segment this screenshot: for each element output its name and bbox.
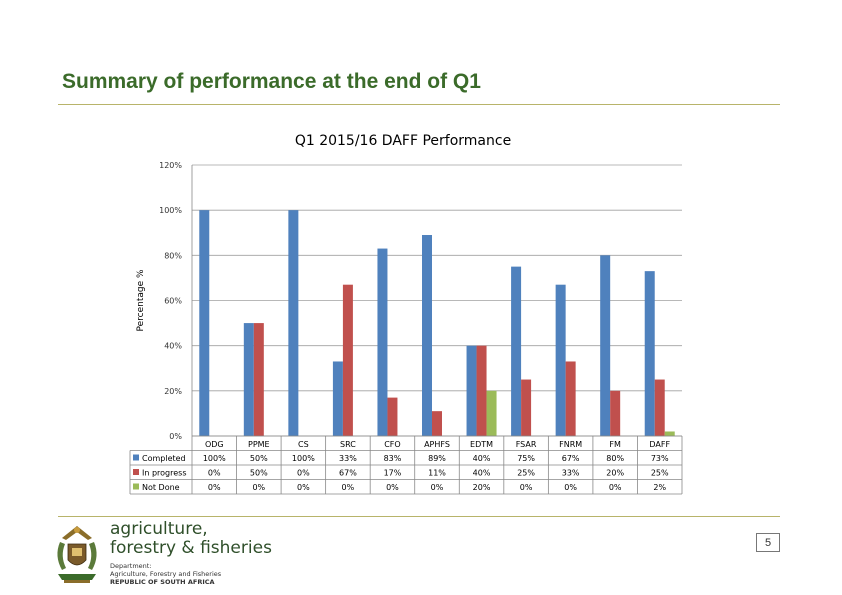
data-value-label: 89% bbox=[428, 454, 446, 463]
bar-completed bbox=[422, 235, 432, 436]
category-label: DAFF bbox=[649, 440, 670, 449]
category-label: ODG bbox=[205, 440, 224, 449]
data-value-label: 0% bbox=[520, 483, 533, 492]
data-value-label: 33% bbox=[339, 454, 357, 463]
data-value-label: 100% bbox=[203, 454, 226, 463]
category-label: FM bbox=[609, 440, 621, 449]
bar-in-progress bbox=[387, 397, 398, 436]
logo-department-label: Department: bbox=[110, 562, 152, 570]
legend-label: In progress bbox=[142, 469, 187, 478]
data-value-label: 25% bbox=[517, 469, 535, 478]
y-tick-label: 80% bbox=[164, 251, 182, 260]
data-value-label: 67% bbox=[562, 454, 580, 463]
category-label: FNRM bbox=[559, 440, 582, 449]
legend-swatch bbox=[133, 454, 139, 461]
legend-label: Not Done bbox=[142, 483, 180, 492]
bar-in-progress bbox=[432, 411, 442, 436]
bar-completed bbox=[511, 266, 522, 436]
category-label: PPME bbox=[248, 440, 270, 449]
y-axis-label: Percentage % bbox=[136, 269, 146, 331]
category-label: CFO bbox=[384, 440, 400, 449]
page-number: 5 bbox=[756, 533, 780, 552]
data-value-label: 40% bbox=[473, 454, 491, 463]
y-tick-label: 60% bbox=[164, 297, 182, 306]
data-value-label: 75% bbox=[517, 454, 535, 463]
y-tick-label: 120% bbox=[159, 161, 182, 170]
logo-department-name: Agriculture, Forestry and Fisheries bbox=[110, 570, 222, 578]
legend-label: Completed bbox=[142, 454, 186, 463]
bar-completed bbox=[243, 323, 254, 436]
coat-of-arms-logo bbox=[57, 526, 97, 583]
bar-in-progress bbox=[342, 284, 353, 436]
logo-line-agriculture: agriculture, bbox=[110, 519, 208, 539]
y-tick-label: 100% bbox=[159, 206, 182, 215]
data-value-label: 25% bbox=[651, 469, 669, 478]
bar-in-progress bbox=[610, 390, 621, 436]
data-value-label: 50% bbox=[250, 454, 268, 463]
data-value-label: 73% bbox=[651, 454, 669, 463]
bar-in-progress bbox=[565, 361, 576, 436]
data-value-label: 100% bbox=[292, 454, 315, 463]
data-value-label: 0% bbox=[297, 483, 310, 492]
chart-title: Q1 2015/16 DAFF Performance bbox=[295, 133, 511, 149]
category-label: CS bbox=[298, 440, 309, 449]
data-value-label: 33% bbox=[562, 469, 580, 478]
bar-completed bbox=[288, 210, 299, 436]
logo-country: REPUBLIC OF SOUTH AFRICA bbox=[110, 578, 215, 586]
bar-in-progress bbox=[654, 379, 665, 436]
title-divider bbox=[58, 104, 780, 105]
data-value-label: 0% bbox=[208, 483, 221, 492]
data-value-label: 0% bbox=[431, 483, 444, 492]
bar-completed bbox=[377, 248, 388, 436]
bar-in-progress bbox=[521, 379, 532, 436]
data-value-label: 0% bbox=[208, 469, 221, 478]
data-value-label: 67% bbox=[339, 469, 357, 478]
category-label: EDTM bbox=[470, 440, 493, 449]
bar-completed bbox=[644, 271, 655, 436]
data-value-label: 40% bbox=[473, 469, 491, 478]
footer-divider bbox=[58, 516, 780, 517]
data-value-label: 11% bbox=[428, 469, 446, 478]
category-label: FSAR bbox=[516, 440, 537, 449]
data-value-label: 0% bbox=[609, 483, 622, 492]
bar-in-progress bbox=[476, 345, 487, 436]
logo-line-forestry: forestry & fisheries bbox=[110, 538, 272, 558]
legend-swatch bbox=[133, 483, 139, 490]
bar-completed bbox=[600, 255, 611, 436]
department-logo-text: agriculture, forestry & fisheries Depart… bbox=[110, 519, 272, 587]
category-label: APHFS bbox=[424, 440, 450, 449]
bar-completed bbox=[555, 284, 566, 436]
data-value-label: 83% bbox=[384, 454, 402, 463]
data-value-label: 2% bbox=[653, 483, 666, 492]
bar-completed bbox=[466, 345, 477, 436]
bar-not-done bbox=[486, 390, 497, 436]
data-value-label: 0% bbox=[386, 483, 399, 492]
performance-chart: Q1 2015/16 DAFF Performance 0% 20% 40% 60% 80… bbox=[129, 133, 683, 495]
data-value-label: 80% bbox=[606, 454, 624, 463]
data-value-label: 0% bbox=[297, 469, 310, 478]
bar-in-progress bbox=[253, 323, 264, 436]
data-value-label: 0% bbox=[252, 483, 265, 492]
data-value-label: 0% bbox=[342, 483, 355, 492]
data-value-label: 20% bbox=[473, 483, 491, 492]
bar-not-done bbox=[664, 431, 675, 436]
y-tick-label: 40% bbox=[164, 342, 182, 351]
bar-completed bbox=[332, 361, 343, 436]
category-label: SRC bbox=[340, 440, 356, 449]
slide-title: Summary of performance at the end of Q1 bbox=[62, 70, 481, 93]
data-value-label: 0% bbox=[564, 483, 577, 492]
y-tick-label: 20% bbox=[164, 387, 182, 396]
data-value-label: 20% bbox=[606, 469, 624, 478]
bar-completed bbox=[199, 210, 210, 436]
data-value-label: 50% bbox=[250, 469, 268, 478]
legend-swatch bbox=[133, 469, 139, 475]
data-value-label: 17% bbox=[384, 469, 402, 478]
y-tick-label: 0% bbox=[169, 432, 182, 441]
